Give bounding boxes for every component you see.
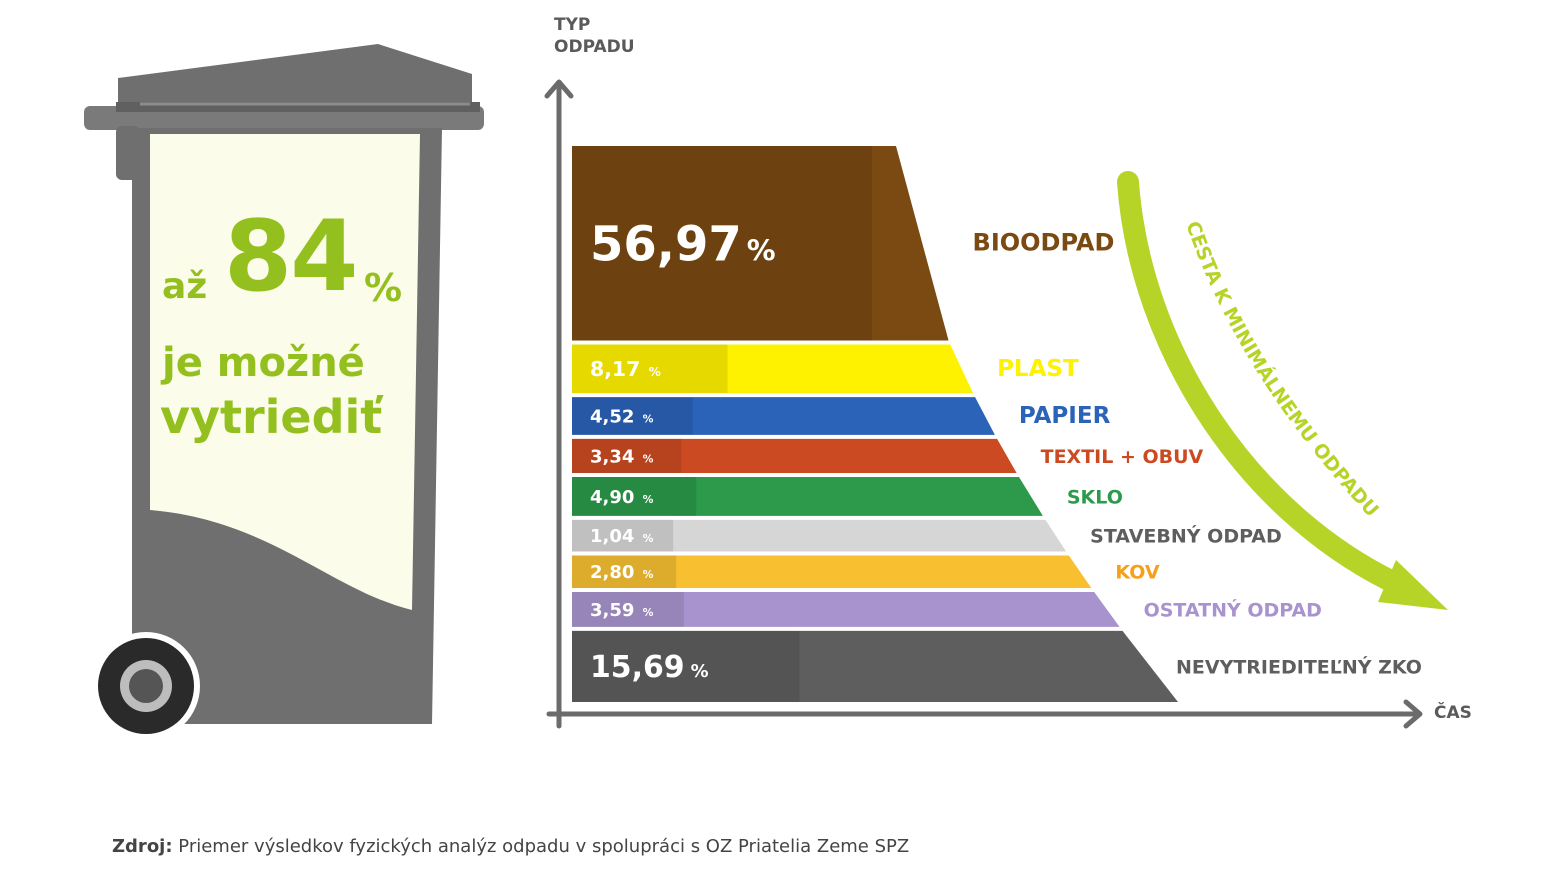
bin-percentage-number: 84: [224, 200, 358, 314]
bar-6: [572, 555, 1092, 588]
bar-value-label-5: 1,04: [590, 526, 634, 547]
bar-shade-4: [572, 477, 697, 516]
bin-text-line1: je možné: [162, 340, 365, 386]
bar-unit-label-1: %: [649, 365, 661, 379]
bar-value-label-6: 2,80: [590, 562, 634, 583]
bar-shade-3: [572, 438, 682, 474]
chart-axes: [544, 79, 1423, 729]
bar-8: [572, 630, 1178, 702]
bar-0: [572, 146, 949, 341]
bar-shade-7: [572, 591, 684, 627]
bar-unit-label-4: %: [643, 493, 654, 506]
bar-shade-6: [572, 555, 677, 588]
bar-unit-label-5: %: [643, 532, 654, 545]
source-text: Priemer výsledkov fyzických analýz odpad…: [178, 836, 910, 857]
category-label-5: STAVEBNÝ ODPAD: [1090, 524, 1282, 548]
y-axis-label-line2: ODPADU: [554, 37, 635, 57]
bar-5: [572, 519, 1067, 552]
bar-1: [572, 344, 974, 394]
bar-unit-label-3: %: [643, 452, 654, 465]
waste-bars: 56,97 % 8,17 % 4,52 % 3,34 % 4,90 % 1,04 % 2,80 % 3,59…: [572, 146, 1178, 702]
bar-shade-0: [572, 146, 872, 341]
category-label-7: OSTATNÝ ODPAD: [1144, 597, 1322, 621]
arrow-label: CESTA K MINIMÁLNEMU ODPADU: [1181, 218, 1382, 521]
category-label-2: PAPIER: [1019, 403, 1111, 429]
category-label-6: KOV: [1115, 562, 1160, 584]
category-label-8: NEVYTRIEDITEĽNÝ ZKO: [1176, 654, 1422, 678]
bar-value-label-8: 15,69: [590, 650, 685, 685]
bar-value-label-1: 8,17: [590, 357, 640, 381]
bar-unit-label-8: %: [691, 661, 709, 682]
bar-unit-label-7: %: [643, 606, 654, 619]
x-axis-arrowhead: [1403, 699, 1423, 729]
y-axis-label-line1: TYP: [554, 15, 591, 35]
source-prefix: Zdroj:: [112, 836, 173, 857]
bar-unit-label-2: %: [643, 412, 654, 425]
waste-bin-icon: [84, 44, 484, 740]
category-label-0: BIOODPAD: [973, 228, 1115, 256]
category-label-1: PLAST: [997, 356, 1079, 382]
bar-shade-8: [572, 630, 800, 702]
bar-unit-label-6: %: [643, 568, 654, 581]
bar-value-label-2: 4,52: [590, 406, 634, 427]
bar-shade-1: [572, 344, 728, 394]
bin-prefix: až: [162, 266, 208, 307]
bar-unit-label-0: %: [747, 234, 776, 268]
source-note: Zdroj: Priemer výsledkov fyzických analý…: [112, 836, 909, 857]
category-labels: BIOODPAD PLAST PAPIER TEXTIL + OBUV SKLO STAV…: [973, 228, 1422, 678]
bar-value-label-7: 3,59: [590, 600, 634, 621]
bar-shade-2: [572, 397, 693, 435]
y-axis-arrowhead: [544, 79, 574, 99]
bar-2: [572, 397, 995, 435]
bar-value-label-0: 56,97: [590, 217, 742, 273]
category-label-3: TEXTIL + OBUV: [1041, 446, 1204, 468]
y-axis-label: TYP ODPADU: [554, 14, 635, 58]
category-label-4: SKLO: [1067, 486, 1123, 508]
bar-7: [572, 591, 1120, 627]
bar-value-label-3: 3,34: [590, 446, 634, 467]
bar-4: [572, 477, 1043, 516]
bar-3: [572, 438, 1017, 474]
x-axis-label: ČAS: [1434, 703, 1472, 723]
bar-shade-5: [572, 519, 674, 552]
bar-value-label-4: 4,90: [590, 487, 634, 508]
bin-percent-sign: %: [364, 266, 403, 310]
bin-text-line2: vytriediť: [160, 390, 383, 444]
